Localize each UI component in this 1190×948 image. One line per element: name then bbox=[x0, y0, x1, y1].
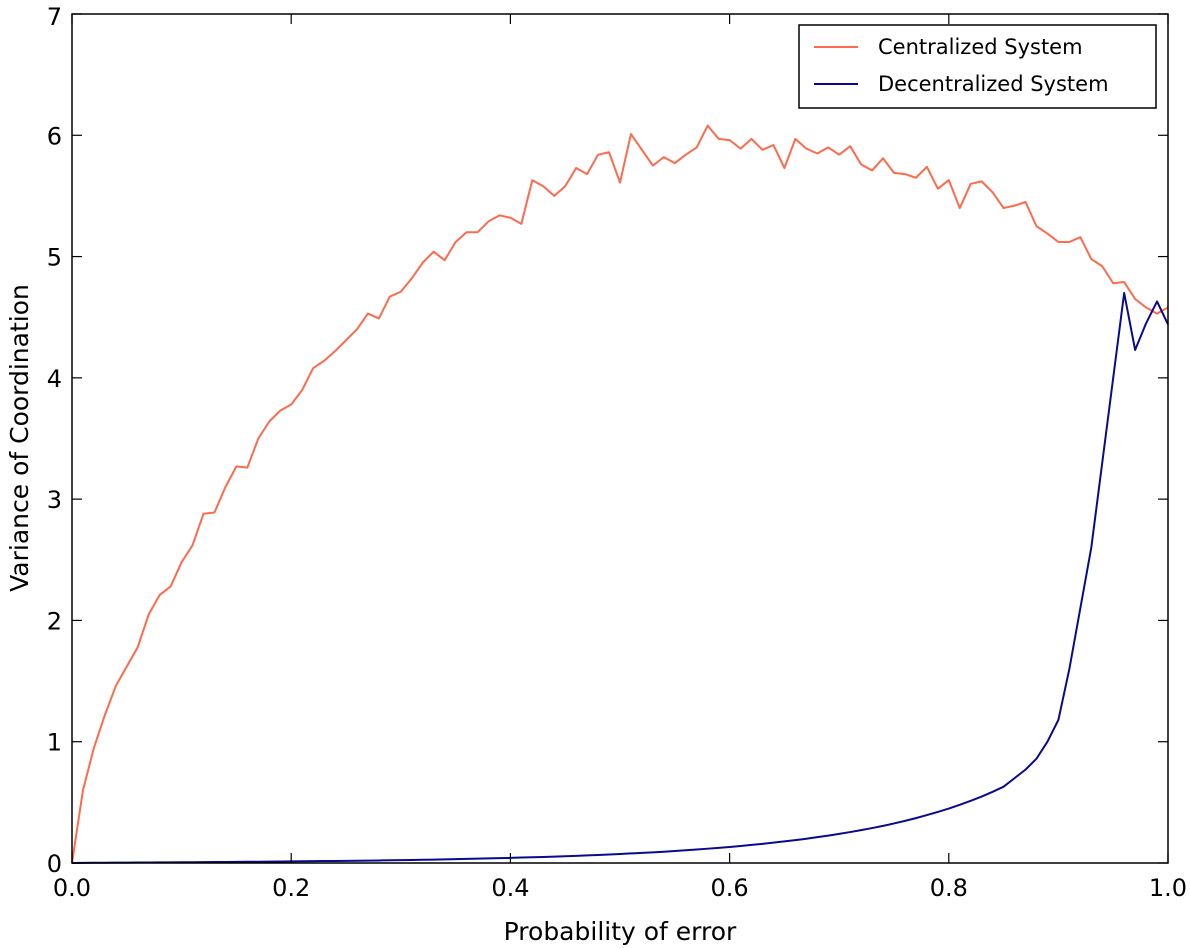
y-axis-label: Variance of Coordination bbox=[5, 284, 34, 592]
y-tick-label: 0 bbox=[47, 850, 62, 878]
x-tick-label: 0.6 bbox=[711, 874, 749, 902]
x-axis-label: Probability of error bbox=[504, 917, 737, 946]
series-line-centralized bbox=[71, 124, 1169, 864]
y-tick-label: 5 bbox=[47, 244, 62, 272]
x-tick-label: 0.0 bbox=[53, 874, 91, 902]
series-layer bbox=[71, 124, 1169, 864]
y-tick-label: 6 bbox=[47, 122, 62, 150]
x-tick-label: 0.4 bbox=[491, 874, 529, 902]
ticks-layer bbox=[71, 13, 1169, 864]
plot-area bbox=[72, 14, 1168, 863]
legend-box bbox=[798, 24, 1157, 109]
y-tick-label: 7 bbox=[47, 3, 62, 31]
plot-frame bbox=[71, 13, 1169, 864]
x-tick-label: 0.2 bbox=[272, 874, 310, 902]
series-line-decentralized bbox=[71, 291, 1169, 864]
x-tick-label: 1.0 bbox=[1149, 874, 1187, 902]
y-tick-label: 2 bbox=[47, 607, 62, 635]
y-tick-label: 1 bbox=[47, 729, 62, 757]
legend: Centralized System Decentralized System bbox=[798, 24, 1157, 109]
y-tick-label: 3 bbox=[47, 486, 62, 514]
x-tick-label: 0.8 bbox=[930, 874, 968, 902]
tick-labels-layer: 0.0 0.2 0.4 0.6 0.8 1.0 0 1 2 3 4 5 6 7 bbox=[47, 3, 1187, 902]
legend-label-decentralized: Decentralized System bbox=[878, 72, 1109, 96]
legend-label-centralized: Centralized System bbox=[878, 35, 1083, 59]
y-tick-label: 4 bbox=[47, 365, 62, 393]
